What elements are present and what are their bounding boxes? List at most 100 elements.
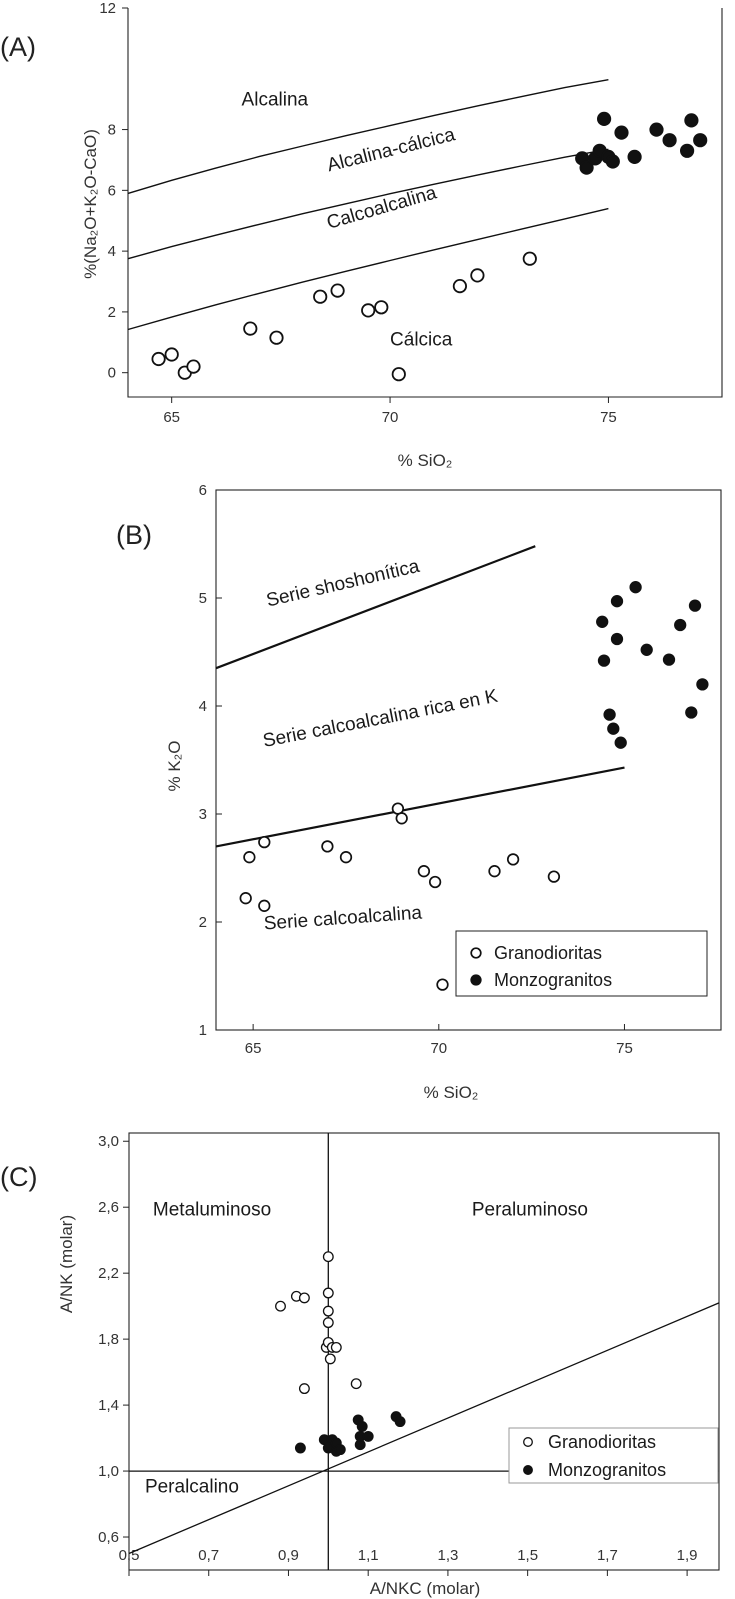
panel-b-monzogranito-point	[696, 678, 709, 691]
panel-b-granodiorita-point	[258, 899, 271, 912]
panel-c-granodiorita-point	[322, 1305, 334, 1317]
panel-b-monzogranito-point	[640, 643, 653, 656]
panel-b-granodiorita-point	[258, 835, 271, 849]
panel-c-y-tick-label: 1,0	[98, 1463, 119, 1480]
panel-a-monzogranito-point	[679, 143, 695, 158]
panel-c-x-tick-label: 0,5	[119, 1547, 140, 1564]
panel-a-boundary-line-3	[127, 207, 609, 331]
panel-b-monzogranito-point	[674, 618, 687, 632]
panel-b-field-label-3: Serie calcoalcalina	[263, 903, 423, 935]
panel-a-monzogranito-point	[627, 149, 642, 164]
panel-a-y-tick-label: 0	[108, 365, 116, 382]
panel-b-y-tick-label: 5	[199, 590, 207, 607]
panel-a-granodiorita-point	[151, 351, 166, 367]
panel-c-y-tick-label: 1,4	[98, 1397, 119, 1414]
panel-b-legend-marker-monzogranitos	[470, 974, 482, 986]
panel-b-marks: 65 70 75 1 2 3 4 5 6 Serie shoshonítica Serie calc…	[199, 482, 722, 1057]
panel-c-legend-label-monzogranitos: Monzogranitos	[548, 1460, 666, 1480]
panel-b-monzogranito-point	[685, 706, 698, 719]
panel-a-y-tick-label: 6	[108, 182, 116, 199]
panel-b-y-tick-label: 1	[199, 1022, 207, 1039]
panel-c-granodiorita-point	[322, 1317, 334, 1329]
panel-c-granodiorita-point	[322, 1251, 334, 1263]
panel-a-granodiorita-point	[391, 367, 406, 382]
panel-b-monzogranito-point	[597, 654, 611, 667]
panel-b-boundary-line-1	[215, 545, 536, 670]
panel-b-monzogranito-point	[662, 653, 676, 666]
panel-b-monzogranito-point	[614, 736, 627, 749]
panel-c-granodiorita-point	[298, 1292, 310, 1304]
panel-c-field-label-3: Peralcalino	[145, 1476, 239, 1497]
panel-c-shand-index-diagram: (C) 0,5 0,7 0,9 1,1 1,3 1,5 1,7 1,9 0,6 1,0 1,4 1,8…	[0, 1132, 720, 1598]
panel-b-y-axis-title: % K₂O	[165, 741, 184, 792]
panel-b-field-label-2: Serie calcoalcalina rica en K	[261, 686, 500, 752]
panel-b-granodiorita-point	[436, 978, 449, 991]
panel-a-y-tick-label: 8	[108, 122, 116, 139]
panel-a-granodiorita-point	[330, 283, 345, 298]
panel-a-boundary-line-1	[127, 79, 609, 195]
panel-a-monzogranito-point	[693, 133, 708, 148]
panel-a-marks: 65 70 75 0 2 4 6 8 12 Alcalina Alcalina-cálcica Cal…	[99, 0, 723, 426]
panel-a-field-label-4: Cálcica	[390, 329, 453, 350]
panel-b-granodiorita-point	[547, 870, 561, 883]
panel-c-x-tick-label: 0,9	[278, 1547, 299, 1564]
panel-a-field-label-3: Calcoalcalina	[325, 182, 440, 233]
panel-b-granodiorita-point	[417, 865, 431, 878]
panel-c-granodiorita-point	[275, 1300, 286, 1312]
panel-b-k2o-silica-diagram: (B) 65 70 75 1 2 3 4 5 6 Serie shoshonítica Serie …	[116, 482, 722, 1102]
panel-a-granodiorita-point	[269, 330, 284, 345]
panel-c-y-tick-label: 3,0	[98, 1133, 119, 1150]
panel-b-granodiorita-point	[243, 851, 256, 864]
panel-b-y-tick-label: 3	[199, 806, 207, 823]
panel-b-y-tick-label: 2	[199, 914, 207, 931]
panel-b-monzogranito-point	[688, 599, 702, 612]
panel-c-x-tick-label: 1,7	[597, 1547, 618, 1564]
panel-b-granodiorita-point	[395, 812, 408, 825]
panel-c-field-label-1: Metaluminoso	[153, 1199, 271, 1220]
panel-a-x-tick-label: 70	[382, 409, 399, 426]
panel-b-x-tick-label: 70	[430, 1040, 447, 1057]
panel-c-y-tick-label: 2,2	[98, 1265, 119, 1282]
panel-b-legend-label-monzogranitos: Monzogranitos	[494, 970, 612, 990]
panel-b-monzogranito-point	[610, 632, 624, 646]
panel-c-granodiorita-point	[324, 1353, 336, 1365]
panel-b-y-tick-label: 4	[199, 698, 207, 715]
panel-a-granodiorita-point	[164, 347, 179, 362]
panel-c-y-tick-label: 0,6	[98, 1529, 119, 1546]
panel-c-legend-marker-monzogranitos	[523, 1465, 533, 1475]
panel-a-monzogranito-point	[662, 133, 677, 148]
panel-a-boundary-line-2	[127, 148, 609, 260]
panel-a-y-tick-label: 4	[108, 243, 116, 260]
panel-b-y-tick-label: 6	[199, 482, 207, 499]
panel-a-x-axis-title: % SiO₂	[398, 451, 453, 470]
panel-a-x-tick-label: 75	[600, 409, 617, 426]
panel-c-monzogranito-point	[356, 1421, 368, 1432]
panel-b-granodiorita-point	[321, 840, 334, 853]
panel-c-marks: 0,5 0,7 0,9 1,1 1,3 1,5 1,7 1,9 0,6 1,0 1,4 1,8 2,2 2…	[98, 1132, 720, 1576]
panel-b-legend-marker-granodioritas	[470, 947, 482, 959]
panel-a-granodiorita-point	[186, 359, 201, 374]
panel-a-granodiorita-point	[470, 268, 485, 283]
panel-a-monzogranito-point	[684, 113, 699, 128]
panel-c-x-tick-label: 0,7	[198, 1547, 219, 1564]
panel-c-boundary-line-3	[128, 1302, 720, 1555]
panel-c-field-label-2: Peraluminoso	[472, 1199, 588, 1220]
panel-b-monzogranito-point	[610, 595, 624, 608]
panel-a-y-axis-title: %(Na₂O+K₂O-CaO)	[81, 129, 100, 279]
panel-a-x-tick-label: 65	[163, 409, 180, 426]
panel-a-granodiorita-point	[243, 321, 258, 336]
panel-c-x-tick-label: 1,5	[517, 1547, 538, 1564]
panel-b-x-axis-title: % SiO₂	[424, 1083, 479, 1102]
panel-b-legend-box	[455, 930, 708, 997]
panel-a-plot-frame	[127, 8, 723, 398]
panel-c-monzogranito-point	[394, 1416, 406, 1428]
panel-b-x-tick-label: 65	[245, 1040, 262, 1057]
panel-a-granodiorita-point	[452, 278, 467, 294]
panel-b-monzogranito-point	[607, 722, 620, 735]
panel-b-monzogranito-point	[596, 615, 609, 628]
panel-b-granodiorita-point	[506, 853, 520, 866]
panel-c-y-tick-label: 2,6	[98, 1199, 119, 1216]
panel-c-monzogranito-point	[294, 1442, 306, 1454]
panel-a-granodiorita-point	[374, 300, 389, 315]
